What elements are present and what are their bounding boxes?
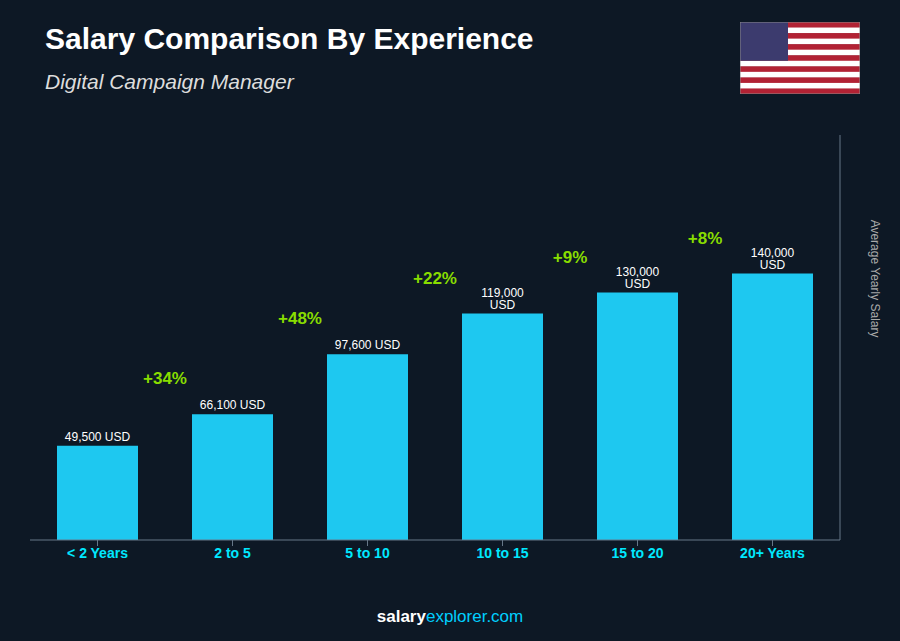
svg-text:10 to 15: 10 to 15 <box>476 545 528 561</box>
svg-text:Average Yearly Salary: Average Yearly Salary <box>868 220 882 338</box>
svg-text:97,600 USD: 97,600 USD <box>335 338 401 352</box>
svg-text:< 2 Years: < 2 Years <box>67 545 128 561</box>
svg-text:119,000USD: 119,000USD <box>481 286 524 312</box>
svg-text:66,100 USD: 66,100 USD <box>200 398 266 412</box>
svg-text:2 to 5: 2 to 5 <box>214 545 251 561</box>
svg-text:49,500 USD: 49,500 USD <box>65 430 131 444</box>
svg-text:15 to 20: 15 to 20 <box>611 545 663 561</box>
html-text:salary explorer.com: salary explorer.com <box>376 607 524 626</box>
svg-text:20+ Years: 20+ Years <box>740 545 805 561</box>
html-text:Salary Comparison By Experienc: Salary Comparison By Experience <box>45 22 534 55</box>
svg-text:130,000USD: 130,000USD <box>616 265 660 291</box>
svg-text:5 to 10: 5 to 10 <box>345 545 390 561</box>
svg-text:+9%: +9% <box>553 248 588 267</box>
svg-text:+48%: +48% <box>278 309 322 328</box>
html-text:Digital Campaign Manager: Digital Campaign Manager <box>45 70 294 93</box>
svg-text:+8%: +8% <box>688 229 723 248</box>
svg-text:+34%: +34% <box>143 369 187 388</box>
svg-text:140,000USD: 140,000USD <box>751 246 795 272</box>
svg-text:+22%: +22% <box>413 269 457 288</box>
